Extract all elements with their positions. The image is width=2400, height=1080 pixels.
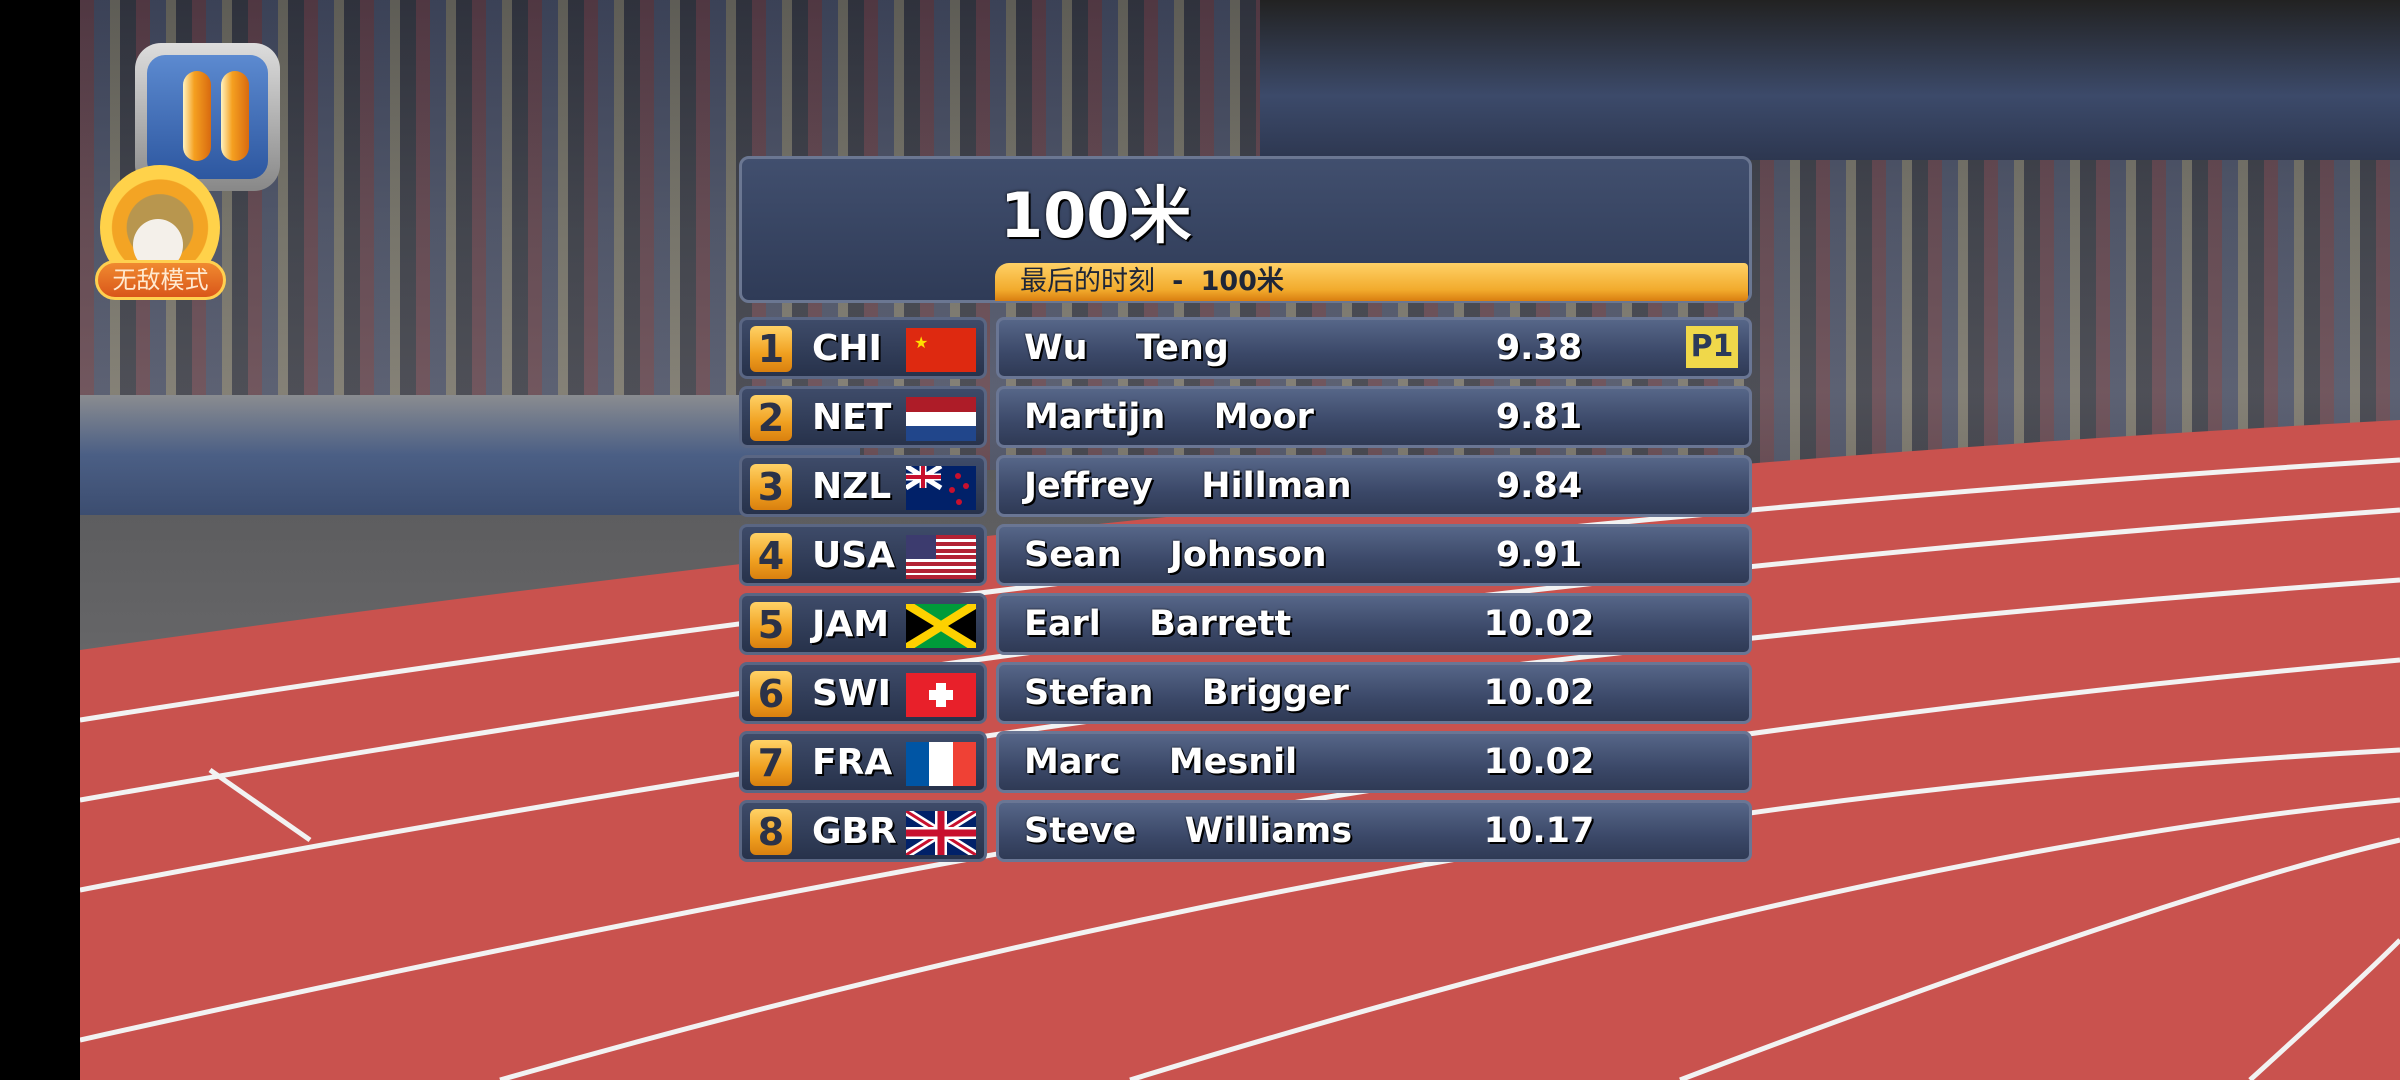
country-code: JAM [812,604,890,645]
rank-badge: 6 [750,671,792,717]
race-time: 10.02 [1483,742,1595,782]
athlete-name: Marc Mesnil [1024,742,1298,782]
athlete-name: Steve Williams [1024,811,1353,851]
rank-badge: 1 [750,326,792,372]
athlete-cell: Sean Johnson 9.91 [996,524,1752,586]
result-row: 4 USA Sean Johnson 9.91 [739,524,1752,586]
country-cell: 7 FRA [739,731,987,793]
new-zealand-flag-icon [906,466,976,510]
race-time: 9.91 [1495,535,1583,575]
athlete-cell: Marc Mesnil 10.02 [996,731,1752,793]
athlete-name: Earl Barrett [1024,604,1292,644]
athlete-cell: Earl Barrett 10.02 [996,593,1752,655]
athlete-name: Martijn Moor [1024,397,1314,437]
railing [80,395,860,515]
country-cell: 2 NET [739,386,987,448]
country-code: GBR [812,811,897,852]
country-code: SWI [812,673,892,714]
country-code: NET [812,397,892,438]
results-header: 100米 最后的时刻 - 100米 [739,156,1752,303]
country-cell: 5 JAM [739,593,987,655]
result-row: 2 NET Martijn Moor 9.81 [739,386,1752,448]
athlete-cell: Martijn Moor 9.81 [996,386,1752,448]
result-row: 5 JAM Earl Barrett 10.02 [739,593,1752,655]
invincible-mode-label: 无敌模式 [95,260,226,300]
uk-flag-icon [906,811,976,855]
result-row: 8 GBR Steve Williams 10.17 [739,800,1752,862]
country-cell: 8 GBR [739,800,987,862]
race-time: 10.02 [1483,673,1595,713]
svg-text:★: ★ [914,333,928,352]
athlete-cell: Steve Williams 10.17 [996,800,1752,862]
race-time: 9.84 [1495,466,1583,506]
player-tag: P1 [1686,326,1738,368]
netherlands-flag-icon [906,397,976,441]
result-row: 3 NZL Jeffrey Hillman 9.84 [739,455,1752,517]
country-cell: 6 SWI [739,662,987,724]
country-code: NZL [812,466,892,507]
country-code: FRA [812,742,893,783]
athlete-name: Sean Johnson [1024,535,1327,575]
result-row: 7 FRA Marc Mesnil 10.02 [739,731,1752,793]
event-title: 100米 [1000,179,1192,252]
athlete-name: Wu Teng [1024,328,1229,368]
country-cell: 1 CHI ★ [739,317,987,379]
rank-badge: 4 [750,533,792,579]
country-cell: 3 NZL [739,455,987,517]
country-cell: 4 USA [739,524,987,586]
athlete-cell: Jeffrey Hillman 9.84 [996,455,1752,517]
country-code: CHI [812,328,882,369]
rank-badge: 2 [750,395,792,441]
athlete-name: Stefan Brigger [1024,673,1349,713]
rank-badge: 8 [750,809,792,855]
race-time: 10.17 [1483,811,1595,851]
athlete-cell: Stefan Brigger 10.02 [996,662,1752,724]
country-code: USA [812,535,896,576]
athlete-name: Jeffrey Hillman [1024,466,1352,506]
result-row: 6 SWI Stefan Brigger 10.02 [739,662,1752,724]
rank-badge: 7 [750,740,792,786]
pause-icon [147,55,268,179]
france-flag-icon [906,742,976,786]
rank-badge: 3 [750,464,792,510]
race-time: 9.38 [1495,328,1583,368]
result-row: 1 CHI ★ Wu Teng 9.38 P1 [739,317,1752,379]
event-subtitle: 最后的时刻 - 100米 [995,263,1748,301]
stadium-roof [1260,0,2400,160]
usa-flag-icon [906,535,976,579]
china-flag-icon: ★ [906,328,976,372]
jamaica-flag-icon [906,604,976,648]
race-time: 10.02 [1483,604,1595,644]
switzerland-flag-icon [906,673,976,717]
invincible-mode-button[interactable]: 无敌模式 [95,165,226,303]
athlete-cell: Wu Teng 9.38 P1 [996,317,1752,379]
race-time: 9.81 [1495,397,1583,437]
pause-button[interactable] [135,43,280,191]
rank-badge: 5 [750,602,792,648]
